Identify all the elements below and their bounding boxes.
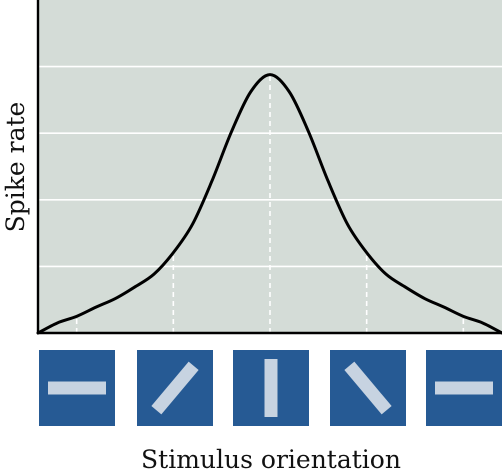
orientation-marker-lines bbox=[75, 74, 465, 333]
x-axis-title: Stimulus orientation bbox=[141, 445, 401, 474]
tuning-curve-line bbox=[36, 73, 502, 335]
orientation-icon-diagonal-bar-135 bbox=[330, 350, 406, 426]
orientation-icon-horizontal-bar bbox=[426, 350, 502, 426]
orientation-icon-horizontal-bar bbox=[39, 350, 115, 426]
orientation-icon-diagonal-bar-45 bbox=[137, 350, 213, 426]
orientation-bar bbox=[48, 381, 106, 395]
orientation-icon-vertical-bar bbox=[233, 350, 309, 426]
y-axis-title: Spike rate bbox=[1, 102, 30, 233]
orientation-bar bbox=[264, 359, 278, 417]
orientation-bar bbox=[435, 381, 493, 395]
orientation-bar bbox=[151, 361, 199, 415]
orientation-icon-row bbox=[39, 350, 502, 426]
orientation-bar bbox=[344, 361, 392, 415]
